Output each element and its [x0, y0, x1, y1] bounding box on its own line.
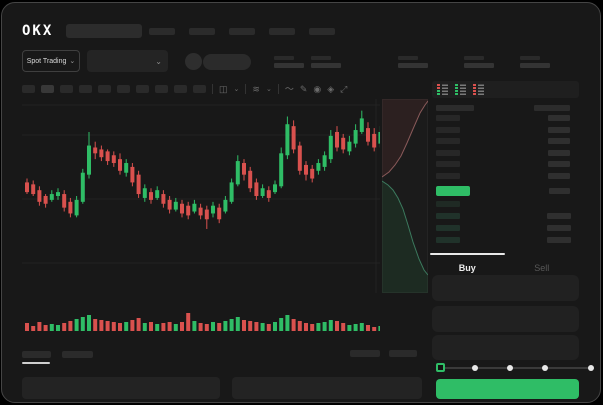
- ticker-stat: [311, 56, 351, 70]
- bottom-panel: [232, 377, 422, 399]
- ticker-stat: [464, 56, 504, 70]
- ticker-stat: [274, 56, 314, 70]
- bid-price-cell[interactable]: [436, 201, 460, 207]
- bid-amount-cell: [547, 237, 571, 243]
- buy-submit-button[interactable]: [436, 379, 579, 399]
- orderbook-mode-asks-icon[interactable]: [472, 83, 485, 96]
- interval-button[interactable]: [155, 85, 168, 93]
- price-row-amount-cell: [549, 188, 570, 194]
- price-input[interactable]: [432, 275, 579, 301]
- pencil-icon[interactable]: ✎: [299, 84, 308, 94]
- ticker-stat: [520, 56, 560, 70]
- bid-price-cell[interactable]: [436, 237, 460, 243]
- ask-price-cell[interactable]: [436, 161, 460, 167]
- ask-price-cell[interactable]: [436, 127, 460, 133]
- interval-button[interactable]: [117, 85, 130, 93]
- chart-toolbar: ◫ ⌄ ≋ ⌄ 〜 ✎ ◉ ◈ ⤢: [22, 83, 347, 95]
- chevron-down-icon: ⌄: [69, 58, 76, 65]
- interval-button-active[interactable]: [41, 85, 54, 93]
- ask-amount-cell: [548, 173, 570, 179]
- ask-amount-cell: [548, 138, 570, 144]
- chart-range-tab[interactable]: [389, 350, 417, 357]
- slider-step-dot[interactable]: [542, 365, 548, 371]
- active-tab-indicator: [430, 253, 505, 255]
- chevron-down-icon[interactable]: ⌄: [265, 86, 272, 93]
- bid-price-cell[interactable]: [436, 225, 460, 231]
- orderbook-mode-combined-icon[interactable]: [436, 83, 449, 96]
- ask-amount-cell: [548, 127, 570, 133]
- bid-price-cell[interactable]: [436, 213, 460, 219]
- market-type-selector[interactable]: Spot Trading ⌄: [22, 50, 80, 72]
- okx-logo: OKX: [22, 23, 54, 39]
- line-draw-icon[interactable]: 〜: [284, 84, 294, 94]
- chevron-down-icon: ⌄: [155, 56, 162, 66]
- chart-bottom-tab-active[interactable]: [22, 351, 51, 358]
- amount-input[interactable]: [432, 306, 579, 332]
- slider-step-dot[interactable]: [472, 365, 478, 371]
- chevron-down-icon[interactable]: ⌄: [233, 86, 240, 93]
- candlestick-chart[interactable]: [22, 99, 380, 335]
- market-type-label: Spot Trading: [26, 57, 67, 65]
- chart-range-tab[interactable]: [350, 350, 380, 357]
- toolbar-divider: [277, 84, 279, 94]
- orderbook-mode-bids-icon[interactable]: [454, 83, 467, 96]
- bid-amount-cell: [547, 225, 571, 231]
- toolbar-divider: [212, 84, 213, 94]
- nav-item-placeholder[interactable]: [229, 28, 255, 35]
- ask-price-cell[interactable]: [436, 173, 460, 179]
- account-button[interactable]: [203, 54, 251, 70]
- interval-button[interactable]: [22, 85, 35, 93]
- slider-step-dot[interactable]: [588, 365, 594, 371]
- interval-button[interactable]: [136, 85, 149, 93]
- interval-button[interactable]: [98, 85, 111, 93]
- chart-type-icon[interactable]: ◫: [219, 84, 228, 94]
- nav-item-placeholder[interactable]: [269, 28, 295, 35]
- current-price-highlight[interactable]: [436, 186, 470, 196]
- ask-amount-cell: [548, 161, 570, 167]
- nav-item-placeholder[interactable]: [149, 28, 175, 35]
- chart-bottom-tab[interactable]: [62, 351, 93, 358]
- tab-sell[interactable]: Sell: [534, 263, 550, 273]
- interval-button[interactable]: [79, 85, 92, 93]
- camera-icon[interactable]: ◉: [313, 84, 322, 94]
- avatar[interactable]: [185, 53, 202, 70]
- fullscreen-icon[interactable]: ⤢: [340, 84, 348, 94]
- bid-amount-cell: [547, 213, 571, 219]
- total-input[interactable]: [432, 335, 579, 360]
- search-input[interactable]: [66, 24, 142, 38]
- ask-price-cell[interactable]: [436, 150, 460, 156]
- indicator-icon[interactable]: ≋: [252, 84, 260, 94]
- main-nav: [149, 28, 335, 35]
- ask-price-cell[interactable]: [436, 115, 460, 121]
- amount-slider-track[interactable]: [440, 367, 590, 369]
- bottom-panel: [22, 377, 220, 399]
- ask-price-cell[interactable]: [436, 138, 460, 144]
- toolbar-divider: [245, 84, 247, 94]
- trading-pair-selector[interactable]: ⌄: [87, 50, 168, 72]
- orderbook-amount-header: [534, 105, 570, 111]
- depth-chart: [382, 99, 428, 293]
- nav-item-placeholder[interactable]: [309, 28, 335, 35]
- ticker-stat: [398, 56, 438, 70]
- interval-button[interactable]: [60, 85, 73, 93]
- ask-amount-cell: [548, 150, 570, 156]
- ask-amount-cell: [548, 115, 570, 121]
- orderbook-toolbar: [432, 81, 579, 98]
- active-tab-underline: [22, 362, 50, 364]
- interval-button[interactable]: [193, 85, 206, 93]
- nav-item-placeholder[interactable]: [189, 28, 215, 35]
- slider-step-dot[interactable]: [507, 365, 513, 371]
- amount-slider-handle[interactable]: [436, 363, 445, 372]
- interval-button[interactable]: [174, 85, 187, 93]
- orderbook-price-header: [436, 105, 474, 111]
- tab-buy[interactable]: Buy: [458, 263, 476, 273]
- trade-tabs: Buy Sell: [430, 254, 579, 274]
- diamond-icon[interactable]: ◈: [327, 84, 335, 94]
